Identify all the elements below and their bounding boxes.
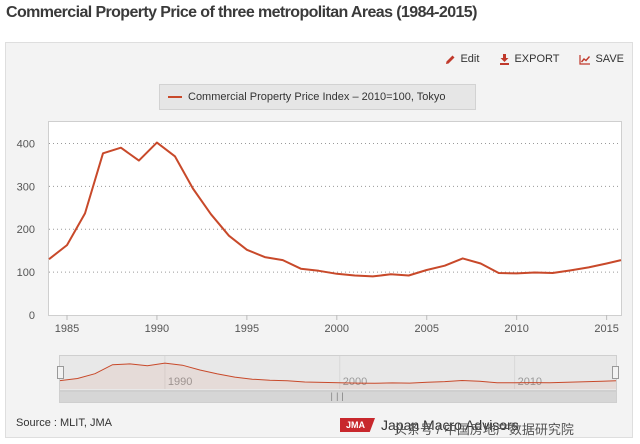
y-tick-label: 300 (17, 181, 35, 193)
navigator-area (60, 363, 616, 389)
edit-label: Edit (460, 53, 480, 65)
y-tick-label: 0 (29, 310, 35, 322)
page-title: Commercial Property Price of three metro… (6, 4, 477, 21)
x-tick-label: 1985 (55, 323, 79, 335)
x-tick-label: 2000 (325, 323, 349, 335)
navigator-line (59, 362, 617, 384)
x-tick-label: 2010 (504, 323, 528, 335)
range-navigator[interactable] (59, 355, 617, 391)
logo-badge: JMA (340, 418, 376, 432)
x-tick-label: 1990 (145, 323, 169, 335)
x-tick-label: 2015 (594, 323, 618, 335)
navigator-left-handle[interactable] (57, 366, 64, 379)
chart-toolbar: Edit EXPORT SAVE (445, 53, 624, 65)
series-line (48, 141, 622, 278)
y-tick-label: 100 (17, 267, 35, 279)
chart-canvas: 0 100 200 300 400 1985 1990 1995 2000 2005 2010 201… (17, 138, 622, 389)
export-label: EXPORT (514, 53, 560, 65)
legend[interactable]: Commercial Property Price Index – 2010=1… (159, 84, 476, 110)
export-button[interactable]: EXPORT (499, 53, 559, 65)
navigator-scrollbar[interactable]: │││ (59, 391, 617, 403)
y-tick-label: 200 (17, 224, 35, 236)
navigator-right-handle[interactable] (612, 366, 619, 379)
save-button[interactable]: SAVE (579, 53, 624, 65)
download-icon (500, 53, 510, 65)
legend-swatch (168, 96, 182, 98)
edit-button[interactable]: Edit (445, 53, 479, 65)
x-tick-label: 2005 (414, 323, 438, 335)
jma-logo: JMA Japan Macro Advisors (340, 417, 519, 433)
logo-name: Japan Macro Advisors (381, 417, 519, 433)
plot-area (48, 121, 622, 316)
navigator-tick-label: 1990 (168, 376, 192, 388)
source-note: Source : MLIT, JMA (16, 417, 112, 429)
chart-panel: Edit EXPORT SAVE Commercial Property Pri… (5, 42, 633, 438)
y-tick-label: 400 (17, 138, 35, 150)
legend-label: Commercial Property Price Index – 2010=1… (188, 91, 446, 103)
navigator-selection[interactable] (60, 356, 616, 390)
save-label: SAVE (595, 53, 624, 65)
grip-icon: │││ (329, 394, 347, 401)
navigator-tick-label: 2000 (343, 376, 367, 388)
navigator-tick-label: 2010 (518, 376, 542, 388)
pencil-icon (446, 55, 455, 64)
watermark: 头条号 / 中国房地产数据研究院 (394, 422, 574, 437)
chart-trend-icon (579, 54, 591, 65)
x-tick-label: 1995 (235, 323, 259, 335)
scrollbar-thumb[interactable]: │││ (60, 392, 616, 402)
